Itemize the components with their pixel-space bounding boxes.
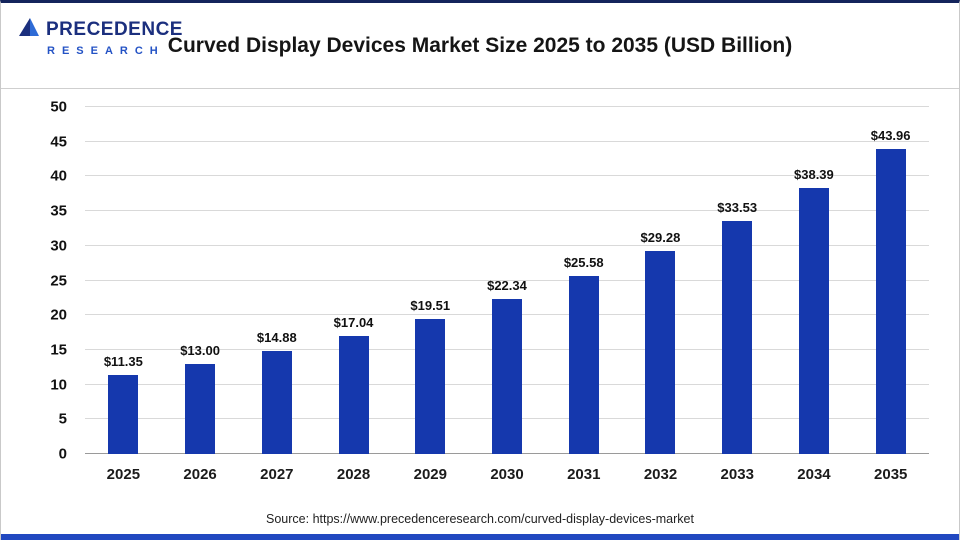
- bar-column-2031: $25.58: [545, 107, 622, 454]
- bar-value-label-2032: $29.28: [640, 229, 681, 245]
- y-tick-label-45: 45: [50, 133, 67, 151]
- gridline-45: [85, 140, 929, 142]
- bar-column-2026: $13.00: [162, 107, 239, 454]
- x-tick-label-2029: 2029: [413, 466, 447, 483]
- bar-2035: [875, 148, 906, 454]
- bar-2034: [798, 187, 829, 454]
- bar-value-label-2027: $14.88: [256, 329, 297, 345]
- y-tick-label-10: 10: [50, 376, 67, 394]
- x-tick-label-2033: 2033: [720, 466, 754, 483]
- x-tick-label-2031: 2031: [567, 466, 601, 483]
- y-axis: 0 5 10 15 20 25 30 35 40 45 50: [1, 100, 67, 462]
- bar-column-2030: $22.34: [469, 107, 546, 454]
- logo-top-row: PRECEDENCE: [17, 17, 183, 42]
- x-tick-label-2027: 2027: [260, 466, 294, 483]
- bar-value-label-2033: $33.53: [717, 200, 758, 216]
- bar-value-label-2034: $38.39: [794, 166, 834, 182]
- y-tick-label-0: 0: [58, 445, 67, 463]
- bottom-accent-strip: [1, 534, 959, 540]
- bar-2028: [338, 335, 369, 454]
- bar-2030: [491, 298, 522, 454]
- y-tick-label-35: 35: [50, 202, 67, 220]
- bar-2032: [645, 250, 676, 454]
- bar-value-label-2030: $22.34: [487, 277, 527, 293]
- x-tick-label-2035: 2035: [874, 466, 908, 483]
- chart-title: Curved Display Devices Market Size 2025 …: [167, 33, 793, 57]
- bar-value-label-2031: $25.58: [563, 255, 604, 271]
- bar-column-2032: $29.28: [622, 107, 699, 454]
- logo-text-research: RESEARCH: [47, 45, 165, 57]
- x-tick-label-2026: 2026: [183, 466, 217, 483]
- x-tick-label-2030: 2030: [490, 466, 524, 483]
- bar-value-label-2025: $11.35: [103, 354, 143, 370]
- brand-logo: PRECEDENCE RESEARCH: [17, 17, 183, 57]
- bar-column-2033: $33.53: [699, 107, 776, 454]
- bar-2031: [568, 276, 599, 454]
- source-text: Source: https://www.precedenceresearch.c…: [266, 512, 694, 526]
- bar-2029: [415, 318, 446, 454]
- bar-value-label-2028: $17.04: [333, 314, 374, 330]
- bar-column-2029: $19.51: [392, 107, 469, 454]
- y-tick-label-30: 30: [50, 237, 67, 255]
- gridline-30: [85, 244, 929, 246]
- footer: Source: https://www.precedenceresearch.c…: [1, 504, 959, 534]
- bar-2033: [722, 221, 753, 454]
- gridline-35: [85, 210, 929, 212]
- bar-column-2025: $11.35: [85, 107, 162, 454]
- bar-column-2028: $17.04: [315, 107, 392, 454]
- y-tick-label-40: 40: [50, 167, 67, 185]
- plot-area: $11.35 $13.00 $14.88 $17.04 $19.51 $22.34 $25.…: [85, 106, 929, 454]
- bar-value-label-2026: $13.00: [180, 342, 220, 358]
- y-tick-label-50: 50: [50, 98, 67, 116]
- chart-region: 0 5 10 15 20 25 30 35 40 45 50 $11.35 $13.00 $14.88 $…: [1, 89, 959, 504]
- bar-column-2035: $43.96: [852, 107, 929, 454]
- bar-column-2027: $14.88: [238, 107, 315, 454]
- y-tick-label-20: 20: [50, 306, 67, 324]
- bar-2025: [108, 375, 139, 454]
- x-tick-label-2034: 2034: [797, 466, 831, 483]
- bar-2026: [185, 363, 216, 454]
- gridline-25: [85, 279, 929, 281]
- bar-2027: [261, 350, 292, 454]
- bar-value-label-2035: $43.96: [870, 127, 911, 143]
- x-tick-label-2032: 2032: [643, 466, 678, 483]
- gridline-40: [85, 175, 929, 177]
- bar-value-label-2029: $19.51: [410, 297, 451, 313]
- x-tick-label-2025: 2025: [106, 466, 141, 483]
- bar-column-2034: $38.39: [776, 107, 853, 454]
- x-tick-label-2028: 2028: [336, 466, 371, 483]
- y-tick-label-15: 15: [50, 341, 67, 359]
- x-axis: 2025 2026 2027 2028 2029 2030 2031 2032 2033 2034…: [85, 466, 929, 492]
- gridline-50: [85, 106, 929, 107]
- logo-text-precedence: PRECEDENCE: [46, 18, 183, 40]
- logo-triangle-icon: [17, 17, 41, 42]
- y-tick-label-25: 25: [50, 272, 67, 289]
- header: PRECEDENCE RESEARCH Curved Display Devic…: [1, 3, 959, 89]
- y-tick-label-5: 5: [58, 410, 67, 428]
